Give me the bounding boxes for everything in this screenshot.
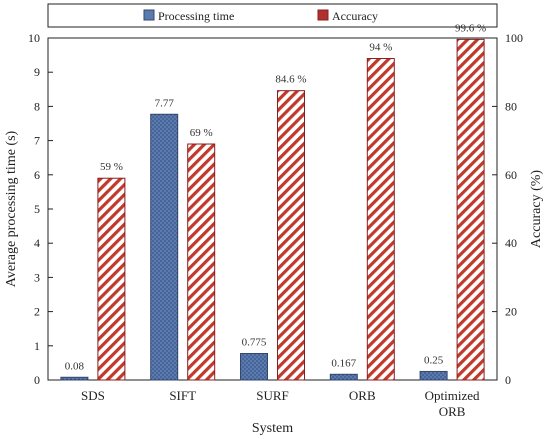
processing-time-label: 0.167	[331, 357, 356, 369]
accuracy-label: 69 %	[190, 127, 213, 139]
accuracy-bar	[456, 38, 485, 381]
y2-tick-label: 80	[505, 99, 517, 113]
y-tick-label: 0	[34, 373, 40, 387]
accuracy-bar	[277, 90, 305, 381]
y-tick-label: 2	[34, 305, 40, 319]
y2-tick-label: 40	[505, 236, 517, 250]
y-tick-label: 8	[34, 99, 40, 113]
y-tick-label: 4	[34, 236, 40, 250]
y2-axis-title: Accuracy (%)	[529, 170, 544, 248]
y-tick-label: 6	[34, 168, 40, 182]
x-tick-label: ORB	[439, 404, 466, 419]
data-labels: 0.08 59 % 7.77 69 % 0.775 84.6 % 0.167 94 % 0.25…	[65, 22, 486, 372]
legend-box	[47, 3, 498, 28]
y-tick-label: 5	[34, 202, 40, 216]
processing-time-bar	[329, 373, 358, 381]
processing-time-label: 7.77	[155, 97, 175, 109]
processing-time-label: 0.08	[65, 360, 85, 372]
x-tick-label: SURF	[256, 388, 289, 403]
x-tick-label: SIFT	[169, 388, 196, 403]
accuracy-label: 59 %	[100, 161, 123, 173]
accuracy-label: 94 %	[369, 42, 392, 54]
y-tick-label: 1	[34, 339, 40, 353]
x-tick-label: SDS	[81, 388, 105, 403]
accuracy-bar	[187, 143, 216, 381]
processing-time-bar	[419, 370, 448, 381]
legend-swatch-processing-time	[143, 9, 155, 21]
accuracy-bar	[97, 177, 126, 381]
x-tick-label: Optimized	[425, 388, 480, 403]
y2-tick-label: 20	[505, 305, 517, 319]
y2-tick-label: 0	[505, 373, 511, 387]
processing-time-bar	[60, 376, 89, 381]
bars	[60, 38, 485, 381]
accuracy-label: 99.6 %	[455, 22, 486, 34]
y-axis-title: Average processing time (s)	[4, 130, 19, 287]
legend-label-accuracy: Accuracy	[332, 9, 378, 23]
legend-label-processing-time: Processing time	[158, 9, 234, 23]
y-tick-label: 10	[28, 31, 40, 45]
legend: Processing time Accuracy	[47, 3, 498, 28]
x-tick-label: ORB	[349, 388, 376, 403]
y-tick-label: 3	[34, 270, 40, 284]
x-axis-title: System	[252, 421, 293, 436]
processing-time-bar	[150, 113, 179, 381]
y2-tick-label: 100	[505, 31, 523, 45]
y-tick-label: 9	[34, 65, 40, 79]
legend-swatch-accuracy	[317, 9, 329, 21]
processing-time-bar	[240, 352, 268, 381]
processing-time-label: 0.25	[424, 354, 444, 366]
y-tick-label: 7	[34, 134, 40, 148]
processing-time-label: 0.775	[242, 336, 267, 348]
accuracy-label: 84.6 %	[275, 74, 306, 86]
y2-tick-label: 60	[505, 168, 517, 182]
accuracy-bar	[366, 58, 395, 381]
